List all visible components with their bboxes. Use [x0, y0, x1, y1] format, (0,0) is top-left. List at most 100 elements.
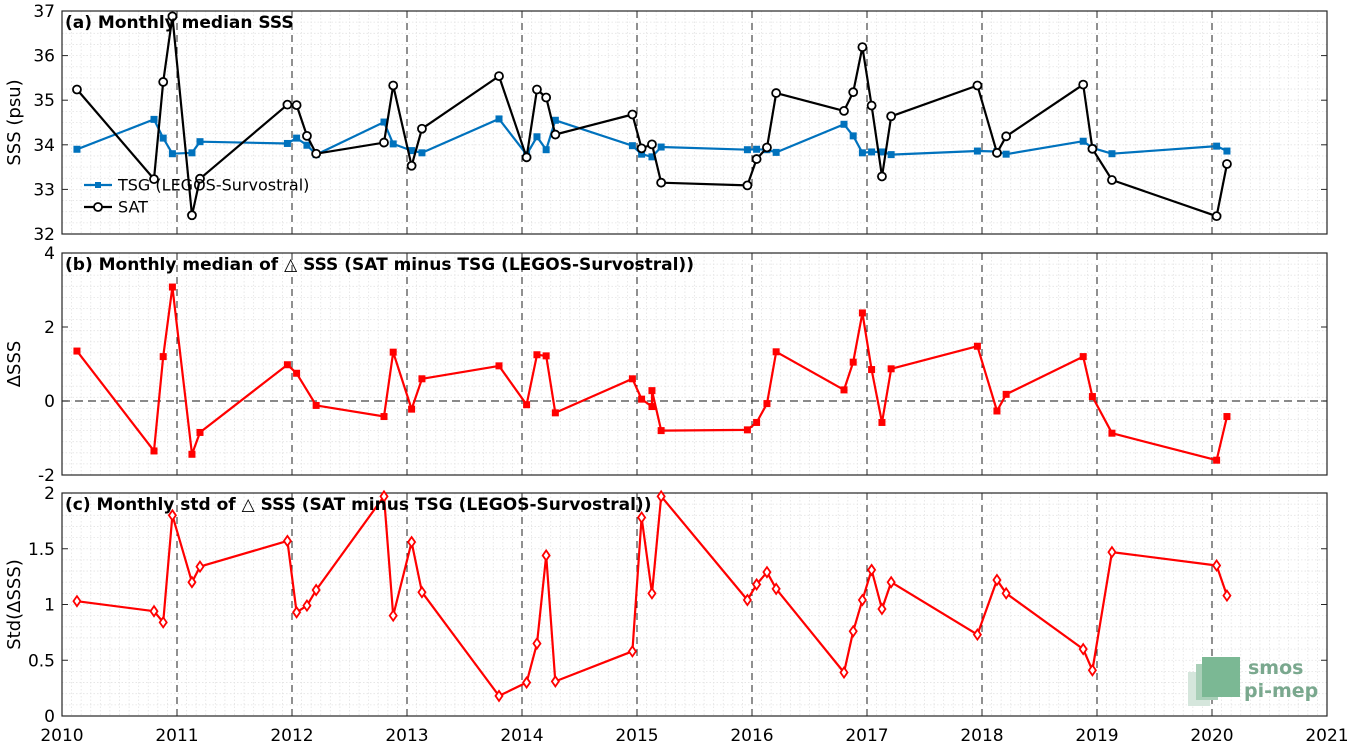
data-point: [72, 594, 82, 608]
panel-c: 0 0.5 1 1.5 2 2010 2011 2012 2013 2014 2015 2016 201…: [4, 484, 1349, 745]
panel-a: 32 33 34 35 36 37 SSS (psu) TSG (LEGOS-Survostr…: [4, 2, 1328, 245]
data-point: [840, 120, 848, 128]
data-point: [753, 145, 761, 153]
data-point: [1078, 642, 1088, 656]
data-point: [293, 134, 301, 142]
y-axis-label: Std(ΔSSS): [4, 559, 25, 650]
data-point: [418, 375, 426, 383]
x-tick-label: 2021: [1305, 726, 1348, 745]
data-point: [992, 147, 1002, 158]
data-point: [993, 407, 1001, 415]
x-tick-label: 2011: [155, 726, 198, 745]
data-point: [188, 149, 196, 157]
data-point: [972, 628, 982, 642]
data-point: [638, 395, 646, 403]
data-point: [849, 358, 857, 366]
y-tick-label: 37: [33, 2, 55, 22]
series-line: [76, 285, 1229, 462]
data-point: [167, 508, 177, 522]
data-point: [772, 148, 780, 156]
y-tick-label: 32: [33, 225, 55, 245]
data-point: [886, 575, 896, 589]
data-point: [282, 534, 292, 548]
data-point: [196, 428, 204, 436]
data-point: [302, 130, 312, 141]
y-tick-label: 0.5: [28, 651, 55, 671]
data-point: [636, 143, 647, 154]
data-point: [742, 180, 753, 191]
data-point: [848, 624, 858, 638]
data-point: [839, 106, 849, 116]
data-point: [282, 99, 293, 110]
data-point: [196, 138, 204, 146]
data-point: [522, 675, 532, 690]
y-tick-label: 2: [44, 484, 55, 504]
data-point: [973, 147, 981, 155]
data-point: [887, 365, 895, 373]
data-point: [1222, 159, 1232, 169]
y-tick-label: 4: [44, 244, 55, 264]
data-point: [159, 353, 167, 361]
series-delta: [72, 489, 1232, 703]
data-point: [1108, 429, 1116, 437]
data-point: [408, 405, 416, 413]
data-point: [866, 100, 877, 111]
data-point: [389, 140, 397, 148]
data-point: [1213, 142, 1221, 150]
data-point: [857, 593, 867, 607]
data-point: [495, 362, 503, 370]
data-point: [878, 418, 886, 426]
x-tick-label: 2018: [960, 726, 1003, 745]
y-tick-label: 35: [33, 91, 55, 111]
data-point: [168, 283, 176, 291]
data-point: [494, 71, 504, 82]
panel-b: -2 0 2 4 ΔSSS (b) Monthly median of △ SSS (SA…: [4, 244, 1328, 486]
data-point: [857, 42, 868, 53]
data-point: [303, 141, 311, 149]
x-tick-label: 2019: [1075, 726, 1118, 745]
data-point: [858, 149, 866, 157]
data-point: [992, 573, 1002, 587]
data-point: [1107, 545, 1117, 559]
y-tick-label: -2: [38, 466, 55, 486]
data-point: [1107, 175, 1117, 185]
data-point: [839, 665, 849, 680]
panel-title: (a) Monthly median SSS: [65, 13, 294, 33]
data-point: [195, 560, 205, 574]
y-tick-label: 1: [44, 596, 55, 616]
data-point: [494, 689, 504, 703]
data-point: [73, 145, 81, 153]
data-point: [848, 87, 859, 98]
data-point: [648, 403, 656, 411]
data-point: [292, 605, 302, 619]
data-point: [867, 563, 877, 577]
x-tick-label: 2020: [1190, 726, 1233, 745]
data-point: [1223, 413, 1231, 421]
data-point: [627, 644, 637, 658]
data-point: [1002, 150, 1010, 158]
data-point: [628, 375, 636, 383]
data-point: [542, 352, 550, 360]
data-point: [311, 148, 322, 159]
data-point: [532, 84, 542, 95]
data-point: [1001, 131, 1012, 142]
data-point: [72, 84, 82, 95]
x-tick-label: 2017: [845, 726, 888, 745]
data-point: [656, 489, 666, 503]
data-point: [388, 80, 399, 91]
data-point: [647, 586, 657, 600]
data-point: [149, 174, 159, 185]
data-point: [1078, 79, 1089, 90]
data-point: [648, 387, 656, 395]
y-tick-label: 0: [44, 392, 55, 412]
legend-marker: [95, 182, 101, 188]
data-point: [751, 154, 762, 164]
data-point: [417, 123, 427, 134]
data-point: [417, 585, 427, 599]
data-point: [743, 426, 751, 434]
data-point: [877, 171, 887, 182]
data-point: [771, 582, 781, 596]
data-point: [149, 604, 159, 618]
data-point: [868, 366, 876, 374]
